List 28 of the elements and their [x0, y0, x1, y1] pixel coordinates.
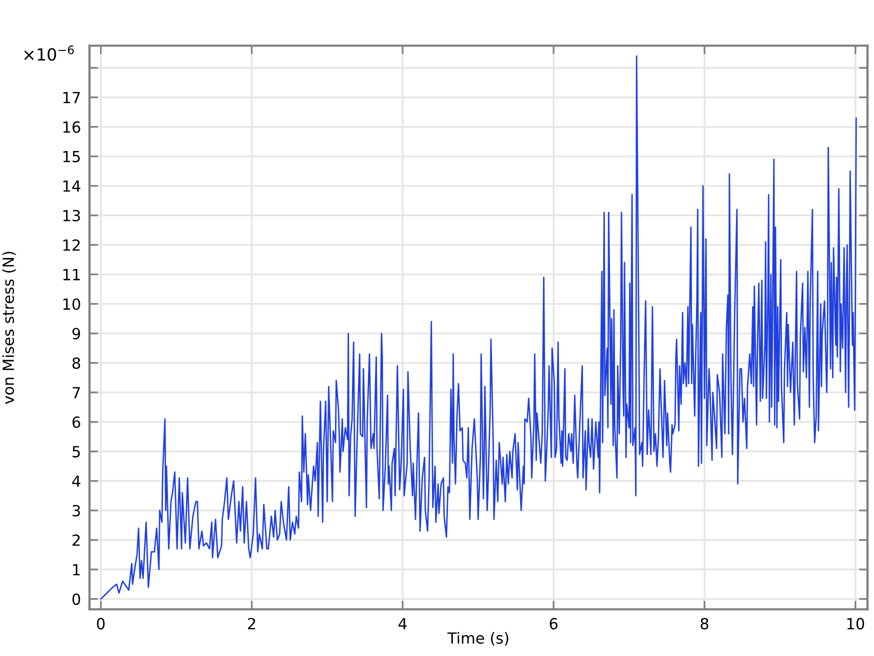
x-tick-label: 0 — [96, 618, 105, 630]
y-tick-label: 8 — [72, 357, 80, 369]
y-tick-label: 14 — [63, 180, 80, 192]
y-tick-label: 6 — [72, 416, 80, 428]
x-tick-label: 2 — [248, 618, 256, 630]
y-tick-label: 4 — [72, 476, 80, 487]
y-tick-label: 3 — [72, 504, 80, 516]
y-tick-label: 15 — [63, 151, 80, 162]
y-tick-label: 10 — [63, 298, 80, 310]
x-tick-label: 6 — [550, 618, 558, 630]
text: ×10$^{−6}$ — [24, 45, 74, 61]
x-tick-label: 8 — [700, 618, 708, 630]
y-tick-label: 12 — [63, 239, 80, 251]
y-tick-label: 11 — [63, 269, 80, 280]
x-tick-label: 10 — [847, 618, 864, 630]
y-tick-label: 0 — [72, 593, 80, 605]
y-axis-title: von Mises stress (N) — [2, 252, 16, 404]
y-tick-label: 9 — [72, 328, 80, 340]
y-tick-label: 16 — [63, 121, 80, 133]
y-tick-label: 13 — [63, 210, 80, 222]
y-tick-label: 1 — [73, 564, 80, 576]
x-axis-title: Time (s) — [447, 632, 508, 646]
y-tick-label: 2 — [72, 534, 80, 546]
y-tick-label: 7 — [72, 387, 80, 398]
x-tick-label: 4 — [398, 618, 407, 630]
y-tick-label: 5 — [72, 446, 80, 458]
line-series — [100, 55, 857, 600]
y-tick-label: 17 — [63, 92, 80, 104]
